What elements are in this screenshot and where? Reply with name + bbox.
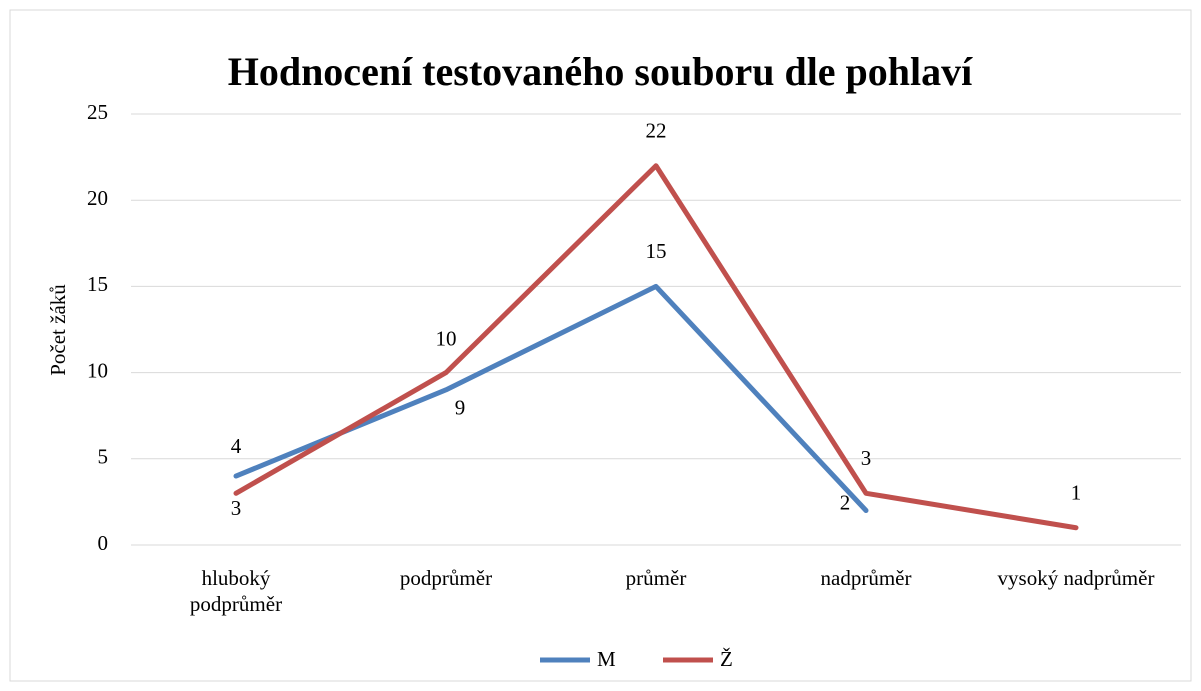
series-line bbox=[233, 163, 1079, 531]
data-label: 4 bbox=[231, 434, 242, 458]
y-tick-label: 10 bbox=[87, 358, 108, 382]
data-label: 10 bbox=[436, 326, 457, 350]
data-label: 2 bbox=[840, 490, 851, 514]
data-label: 9 bbox=[455, 396, 466, 420]
y-tick-label: 25 bbox=[87, 100, 108, 124]
chart-title: Hodnocení testovaného souboru dle pohlav… bbox=[228, 49, 973, 94]
x-tick-label: nadprůměr bbox=[820, 566, 912, 590]
data-label: 3 bbox=[231, 496, 242, 520]
data-label: 22 bbox=[646, 119, 667, 143]
y-tick-label: 5 bbox=[98, 445, 109, 469]
y-axis-label: Počet žáků bbox=[46, 284, 70, 376]
data-label: 3 bbox=[861, 446, 872, 470]
x-tick-label: hluboký podprůměr bbox=[189, 566, 283, 616]
x-tick-label: podprůměr bbox=[399, 566, 493, 590]
x-tick-label: vysoký nadprůměr bbox=[997, 566, 1155, 590]
y-tick-label: 15 bbox=[87, 272, 108, 296]
data-label: 1 bbox=[1071, 481, 1082, 505]
data-label: 15 bbox=[646, 239, 667, 263]
chart-border bbox=[9, 9, 1192, 682]
y-tick-label: 0 bbox=[98, 531, 109, 555]
legend-label: M bbox=[597, 647, 616, 671]
x-tick-label: průměr bbox=[625, 566, 687, 590]
y-tick-label: 20 bbox=[87, 186, 108, 210]
legend-label: Ž bbox=[720, 647, 733, 671]
